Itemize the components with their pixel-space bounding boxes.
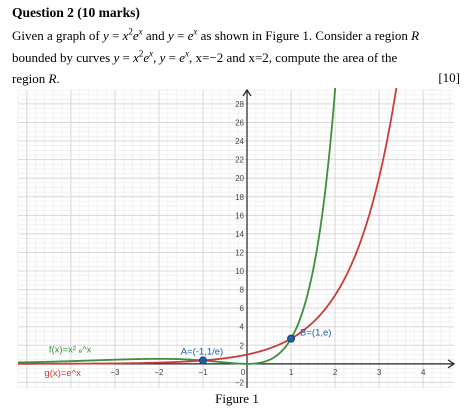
y-tick-label: 20 [235,174,244,183]
function-graph: −3 −2 −1 0 1 2 3 4−2246810121416182022242628A=(… [17,88,456,388]
x-tick-label: 3 [377,368,382,377]
y-tick-label: −2 [235,378,245,387]
y-tick-label: 28 [235,100,244,109]
marks-label: [10] [438,70,460,85]
series-line-g [18,88,398,365]
y-tick-label: 4 [240,323,245,332]
y-tick-label: 18 [235,193,244,202]
y-tick-label: 12 [235,248,244,257]
point-label-b: B=(1,e) [300,328,331,339]
x-tick-label: 1 [289,368,294,377]
question-line-3: region R. [12,71,60,86]
x-tick-label: −2 [154,368,164,377]
y-tick-label: 22 [235,156,244,165]
point-label-a: A=(-1,1/e) [181,346,224,357]
x-tick-label: 4 [421,368,426,377]
y-tick-label: 24 [235,137,244,146]
x-axis-arrow [447,359,456,369]
y-tick-label: 8 [240,286,245,295]
intersection-point-b [287,334,296,343]
y-tick-label: 6 [240,304,245,313]
x-tick-label: 0 [241,368,246,377]
curve-label-f: f(x)=x² ₑ^x [49,345,92,356]
question-line-2: bounded by curves y = x2ex, y = ex, x=−2… [12,48,398,65]
x-tick-label: 2 [333,368,338,377]
question-line-1: Given a graph of y = x2ex and y = ex as … [12,26,420,43]
y-tick-label: 14 [235,230,244,239]
y-axis-arrow [242,88,252,97]
x-tick-label: −3 [110,368,120,377]
y-tick-label: 26 [235,118,244,127]
question-heading: Question 2 (10 marks) [12,5,140,20]
y-tick-label: 10 [235,267,244,276]
intersection-point-a [198,356,207,365]
series-line-f [17,88,337,365]
y-tick-label: 2 [240,341,245,350]
figure-caption: Figure 1 [215,391,259,406]
y-tick-label: 16 [235,211,244,220]
curve-label-g: g(x)=e^x [44,368,81,379]
x-tick-label: −1 [198,368,208,377]
